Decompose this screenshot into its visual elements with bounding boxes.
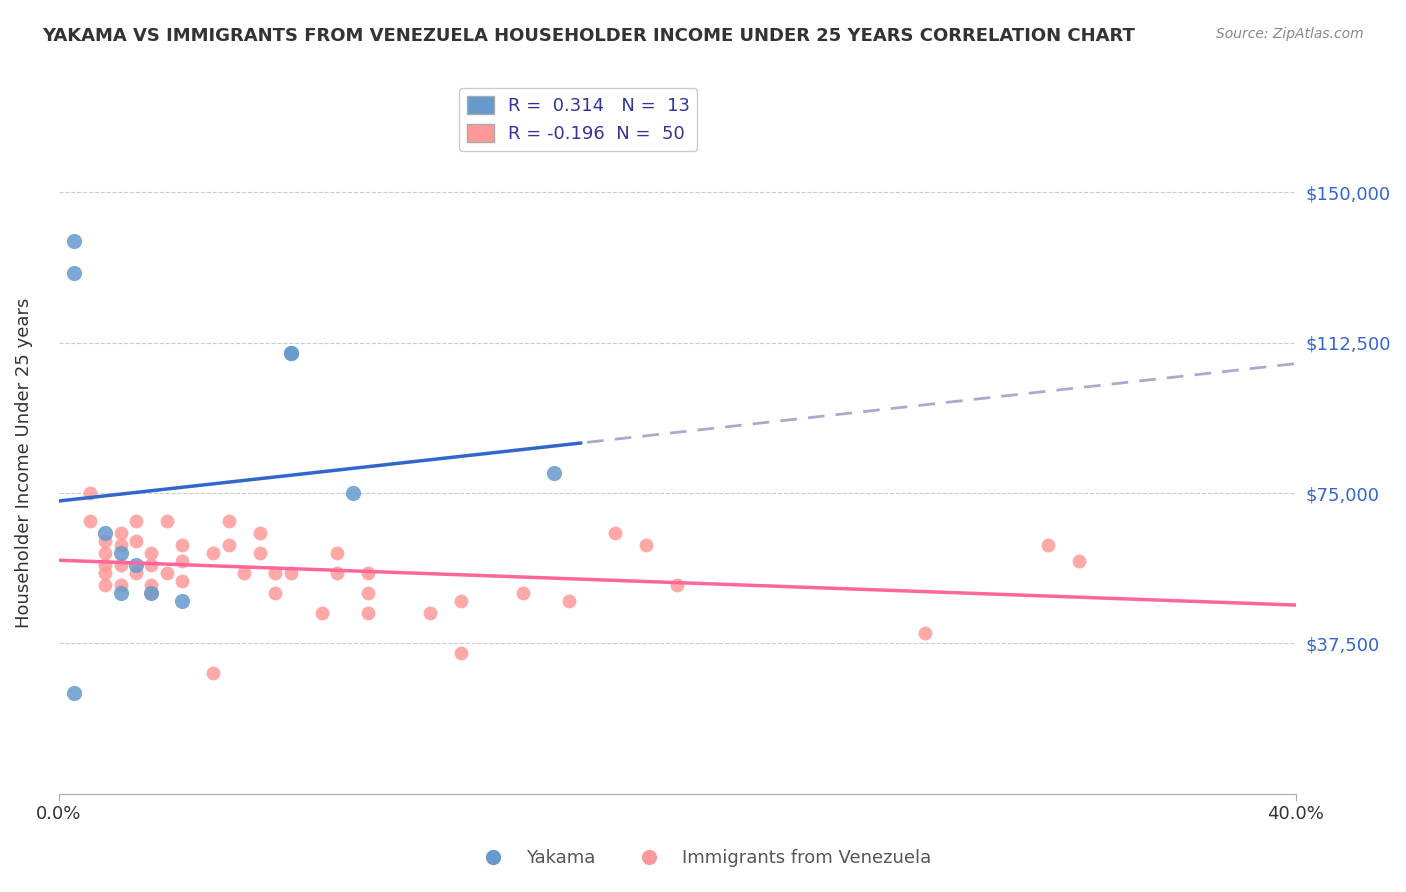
Point bbox=[156, 566, 179, 581]
Point bbox=[63, 686, 86, 700]
Point bbox=[342, 486, 364, 500]
Point bbox=[326, 566, 349, 581]
Point bbox=[914, 626, 936, 640]
Point bbox=[264, 566, 287, 581]
Point bbox=[110, 538, 132, 552]
Point bbox=[125, 558, 148, 573]
Text: Source: ZipAtlas.com: Source: ZipAtlas.com bbox=[1216, 27, 1364, 41]
Point bbox=[218, 514, 240, 528]
Legend: R =  0.314   N =  13, R = -0.196  N =  50: R = 0.314 N = 13, R = -0.196 N = 50 bbox=[460, 88, 697, 151]
Point bbox=[218, 538, 240, 552]
Point bbox=[280, 345, 302, 359]
Point bbox=[357, 566, 380, 581]
Point bbox=[172, 554, 194, 568]
Point bbox=[94, 526, 117, 541]
Point bbox=[156, 514, 179, 528]
Point bbox=[94, 566, 117, 581]
Point bbox=[110, 558, 132, 573]
Point bbox=[172, 574, 194, 589]
Point bbox=[110, 578, 132, 592]
Point bbox=[558, 594, 581, 608]
Point bbox=[419, 607, 441, 621]
Point bbox=[172, 594, 194, 608]
Point bbox=[63, 234, 86, 248]
Point bbox=[202, 666, 225, 681]
Point bbox=[357, 607, 380, 621]
Point bbox=[141, 558, 163, 573]
Point bbox=[63, 266, 86, 280]
Point bbox=[450, 646, 472, 660]
Point bbox=[125, 566, 148, 581]
Point bbox=[94, 546, 117, 560]
Point bbox=[141, 586, 163, 600]
Point bbox=[666, 578, 689, 592]
Point bbox=[280, 345, 302, 359]
Point bbox=[79, 514, 101, 528]
Point bbox=[110, 586, 132, 600]
Point bbox=[94, 578, 117, 592]
Point bbox=[94, 534, 117, 549]
Point bbox=[249, 526, 271, 541]
Point bbox=[1069, 554, 1091, 568]
Point bbox=[1038, 538, 1060, 552]
Point bbox=[233, 566, 256, 581]
Point bbox=[605, 526, 627, 541]
Point bbox=[311, 607, 333, 621]
Point bbox=[202, 546, 225, 560]
Point bbox=[141, 586, 163, 600]
Point bbox=[357, 586, 380, 600]
Point bbox=[512, 586, 534, 600]
Point bbox=[280, 566, 302, 581]
Point bbox=[110, 546, 132, 560]
Point bbox=[326, 546, 349, 560]
Point bbox=[110, 526, 132, 541]
Point bbox=[141, 578, 163, 592]
Point bbox=[172, 538, 194, 552]
Point bbox=[543, 466, 565, 480]
Point bbox=[636, 538, 658, 552]
Point bbox=[79, 486, 101, 500]
Point bbox=[249, 546, 271, 560]
Point bbox=[450, 594, 472, 608]
Y-axis label: Householder Income Under 25 years: Householder Income Under 25 years bbox=[15, 298, 32, 628]
Legend: Yakama, Immigrants from Venezuela: Yakama, Immigrants from Venezuela bbox=[468, 842, 938, 874]
Point bbox=[125, 514, 148, 528]
Text: YAKAMA VS IMMIGRANTS FROM VENEZUELA HOUSEHOLDER INCOME UNDER 25 YEARS CORRELATIO: YAKAMA VS IMMIGRANTS FROM VENEZUELA HOUS… bbox=[42, 27, 1135, 45]
Point bbox=[141, 546, 163, 560]
Point bbox=[94, 558, 117, 573]
Point bbox=[264, 586, 287, 600]
Point bbox=[125, 534, 148, 549]
